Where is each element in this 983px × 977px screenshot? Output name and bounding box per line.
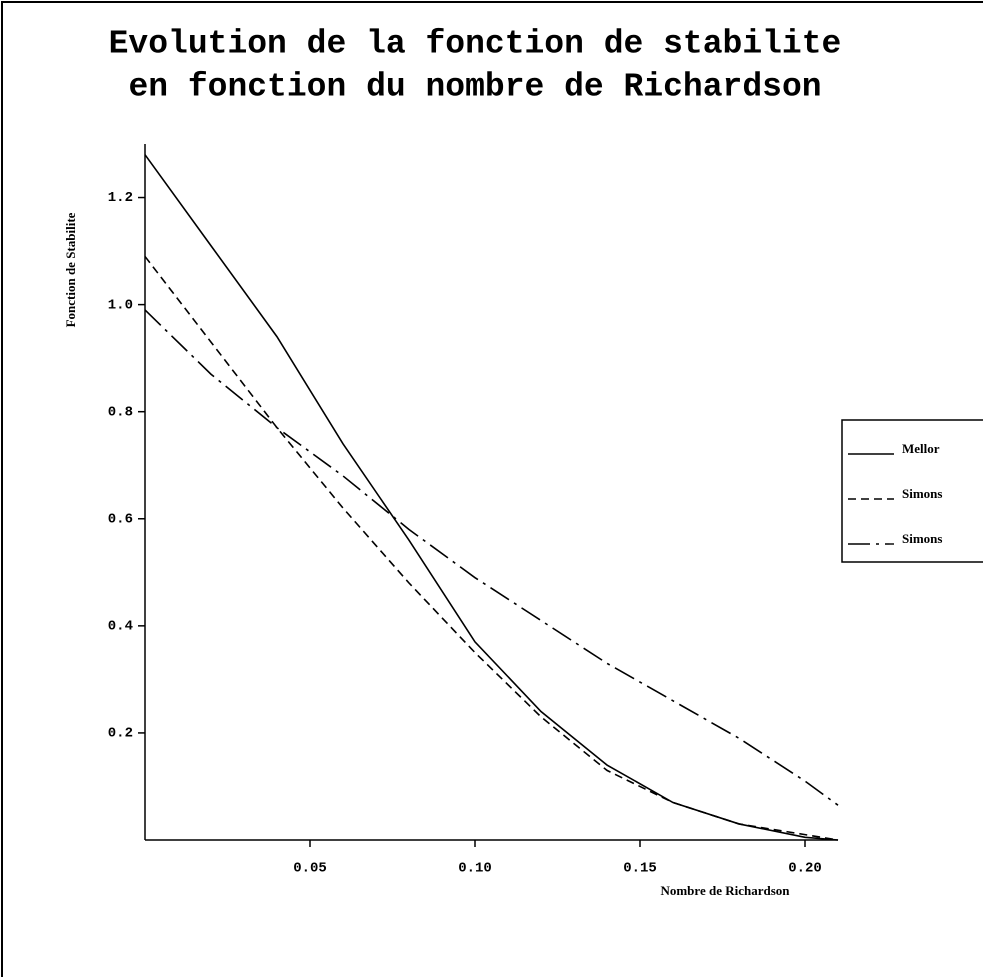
legend-box xyxy=(841,419,983,563)
y-tick-label: 0.2 xyxy=(108,726,133,742)
x-tick-label: 0.20 xyxy=(788,861,822,877)
y-tick-label: 0.4 xyxy=(108,619,133,635)
legend-label: Simons xyxy=(902,531,942,546)
x-tick-label: 0.10 xyxy=(458,861,492,877)
series-line xyxy=(144,309,839,806)
chart-title: Evolution de la fonction de stabilite xyxy=(109,26,842,63)
x-tick-label: 0.15 xyxy=(623,861,657,877)
chart-title: en fonction du nombre de Richardson xyxy=(128,69,821,106)
x-tick-label: 0.05 xyxy=(293,861,327,877)
series-line xyxy=(144,255,839,841)
y-axis-label: Fonction de Stabilite xyxy=(63,212,78,327)
legend-label: Simons xyxy=(902,486,942,501)
y-tick-label: 0.8 xyxy=(108,404,133,420)
series-line xyxy=(144,154,839,841)
y-tick-label: 1.2 xyxy=(108,190,133,206)
y-tick-label: 0.6 xyxy=(108,511,133,527)
x-axis-label: Nombre de Richardson xyxy=(660,883,790,898)
y-tick-label: 1.0 xyxy=(108,297,133,313)
legend-label: Mellor xyxy=(902,441,940,456)
